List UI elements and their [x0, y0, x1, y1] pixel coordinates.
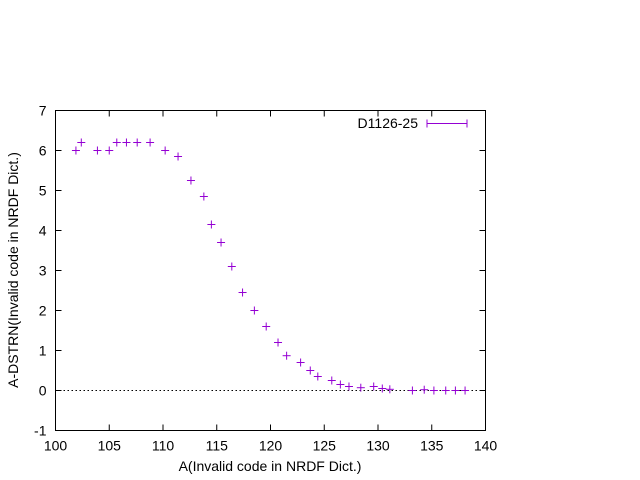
- x-tick-label: 135: [420, 438, 444, 454]
- data-point: [174, 152, 183, 161]
- y-tick-label: 5: [39, 183, 47, 199]
- data-point: [408, 386, 417, 395]
- data-point: [385, 385, 394, 394]
- data-point: [327, 376, 336, 385]
- data-point: [199, 192, 208, 201]
- data-point: [369, 382, 378, 391]
- y-tick-label: 2: [39, 303, 47, 319]
- data-point: [207, 220, 216, 229]
- data-point: [429, 386, 438, 395]
- x-tick-label: 100: [44, 438, 68, 454]
- x-axis-title: A(Invalid code in NRDF Dict.): [179, 458, 362, 474]
- data-point: [282, 351, 291, 360]
- data-point: [274, 338, 283, 347]
- data-point: [420, 385, 429, 394]
- y-tick-label: 3: [39, 263, 47, 279]
- data-point: [146, 138, 155, 147]
- data-point: [93, 146, 102, 155]
- data-point: [451, 386, 460, 395]
- y-tick-label: 6: [39, 143, 47, 159]
- plot-frame: [55, 110, 486, 431]
- data-point: [77, 138, 86, 147]
- data-point: [71, 146, 80, 155]
- y-tick-label: -1: [34, 423, 47, 439]
- x-tick-label: 130: [366, 438, 390, 454]
- x-tick-label: 105: [98, 438, 122, 454]
- y-tick-label: 4: [39, 223, 47, 239]
- data-point: [378, 384, 387, 393]
- y-tick-label: 0: [39, 383, 47, 399]
- data-point: [441, 386, 450, 395]
- data-point: [105, 146, 114, 155]
- y-axis-title: A-DSTRN(Invalid code in NRDF Dict.): [5, 152, 21, 388]
- x-tick-label: 125: [313, 438, 337, 454]
- data-point: [296, 358, 305, 367]
- data-point: [336, 380, 345, 389]
- data-point: [112, 138, 121, 147]
- data-point: [344, 382, 353, 391]
- data-point: [262, 322, 271, 331]
- legend-label: D1126-25: [358, 115, 419, 131]
- x-tick-label: 110: [152, 438, 175, 454]
- y-tick-label: 1: [39, 343, 47, 359]
- x-tick-label: 120: [259, 438, 283, 454]
- data-point: [306, 366, 315, 375]
- legend: D1126-25: [358, 115, 468, 131]
- data-point: [250, 306, 259, 315]
- data-point: [133, 138, 142, 147]
- x-tick-label: 140: [474, 438, 498, 454]
- data-point: [186, 176, 195, 185]
- data-point: [313, 372, 322, 381]
- data-point: [217, 238, 226, 247]
- y-tick-label: 7: [39, 103, 47, 119]
- data-point: [356, 383, 365, 392]
- data-point: [161, 146, 170, 155]
- data-point: [227, 262, 236, 271]
- data-point: [122, 138, 131, 147]
- x-tick-label: 115: [206, 438, 229, 454]
- data-point: [461, 386, 470, 395]
- data-point: [238, 288, 247, 297]
